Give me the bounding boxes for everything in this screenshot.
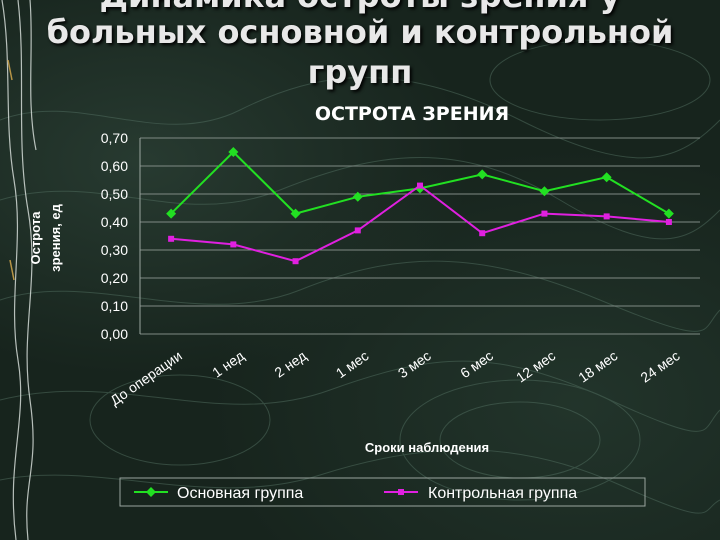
x-tick-label: 12 мес [513, 347, 558, 385]
data-point-main [539, 186, 550, 197]
y-tick-labels: 0,00 0,10 0,20 0,30 0,40 0,50 0,60 0,70 [101, 130, 128, 342]
legend-label-control: Контрольная группа [428, 485, 577, 502]
y-tick-label: 0,20 [101, 270, 128, 286]
x-tick-label: 18 мес [575, 347, 620, 385]
slide-title-line-3: групп [307, 53, 413, 91]
chart-title: ОСТРОТА ЗРЕНИЯ [315, 103, 509, 125]
series-lines [166, 147, 674, 265]
y-tick-label: 0,30 [101, 242, 128, 258]
data-point-main [663, 208, 674, 219]
data-point-main [166, 208, 177, 219]
data-point-main [601, 172, 612, 183]
x-tick-label: До операции [107, 347, 185, 408]
legend-box [119, 477, 646, 507]
x-tick-label: 2 нед [271, 347, 309, 380]
data-point-control [541, 210, 548, 217]
gridlines [139, 137, 700, 335]
data-point-control [292, 258, 299, 265]
data-point-control [479, 230, 486, 237]
x-tick-label: 1 мес [333, 347, 372, 381]
y-tick-label: 0,70 [101, 130, 128, 146]
x-tick-label: 1 нед [209, 347, 247, 380]
legend-marker-main [146, 487, 156, 497]
y-tick-label: 0,60 [101, 158, 128, 174]
data-point-control [230, 241, 237, 248]
x-tick-labels: До операции 1 нед 2 нед 1 мес 3 мес 6 мес 12 м… [107, 347, 683, 408]
x-tick-label: 3 мес [395, 347, 434, 381]
y-tick-label: 0,10 [101, 298, 128, 314]
x-tick-label: 6 мес [457, 347, 496, 381]
data-point-main [228, 147, 239, 157]
data-point-control [354, 227, 361, 234]
data-point-main [477, 169, 488, 180]
legend: Основная группа Контрольная группа [119, 477, 646, 507]
legend-marker-control [398, 489, 404, 495]
x-tick-label: 24 мес [637, 347, 682, 385]
y-tick-label: 0,40 [101, 214, 128, 230]
data-point-main [290, 208, 301, 219]
y-axis-label-line-2: зрения, ед [48, 203, 63, 272]
y-axis-label-line-1: Острота [28, 211, 43, 265]
x-axis-label: Сроки наблюдения [365, 440, 489, 455]
y-tick-label: 0,50 [101, 186, 128, 202]
data-point-control [603, 213, 610, 220]
data-point-main [352, 191, 363, 202]
y-tick-label: 0,00 [101, 326, 128, 342]
data-point-control [168, 235, 175, 242]
data-point-control [665, 219, 672, 225]
data-point-control [417, 182, 423, 189]
slide-title-line-2: больных основной и контрольной [46, 13, 674, 51]
legend-label-main: Основная группа [177, 485, 303, 502]
slide-title-line-1: Динамика остроты зрения у [0, 0, 720, 14]
